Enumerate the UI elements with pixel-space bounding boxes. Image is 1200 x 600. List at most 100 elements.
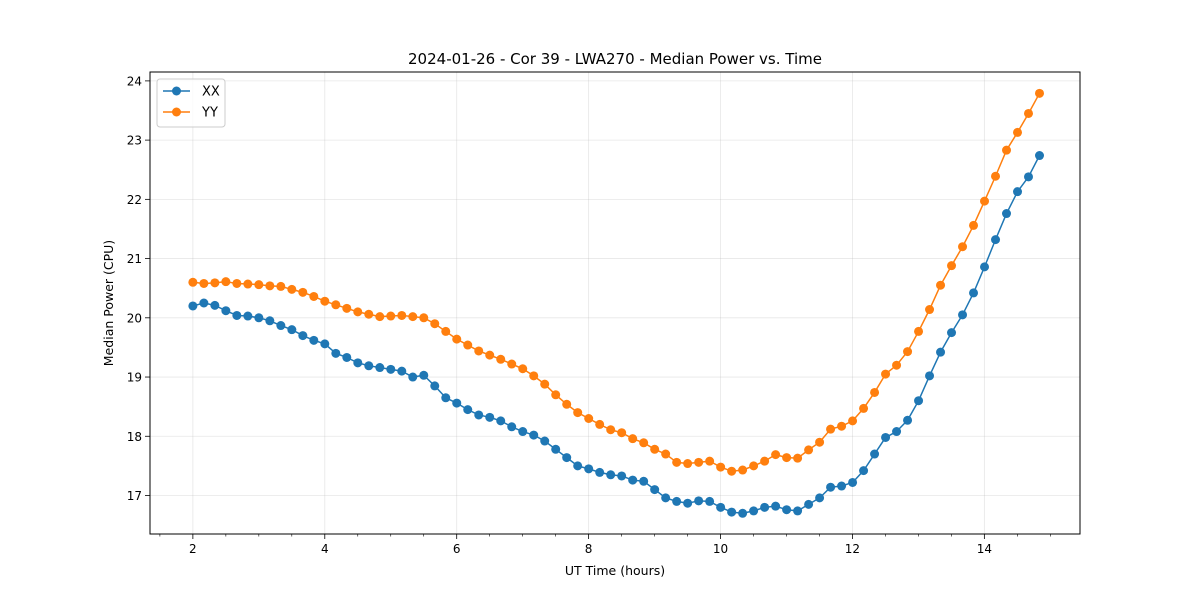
y-tick-label: 23 (127, 134, 142, 148)
data-point-yy (243, 279, 253, 289)
data-point-xx (441, 393, 451, 403)
data-point-xx (958, 310, 968, 320)
y-tick-label: 18 (127, 430, 142, 444)
data-point-xx (980, 262, 990, 272)
data-point-yy (507, 359, 517, 369)
data-point-yy (628, 434, 638, 444)
data-point-yy (210, 278, 220, 288)
data-point-yy (485, 350, 495, 360)
data-point-xx (1024, 172, 1033, 182)
data-point-yy (980, 196, 990, 206)
data-point-yy (276, 281, 286, 291)
data-point-xx (1035, 151, 1044, 161)
data-point-xx (947, 328, 957, 338)
data-point-yy (705, 456, 715, 466)
y-axis-ticks: 17 18 19 20 21 22 23 24 (127, 74, 150, 503)
data-point-xx (617, 471, 627, 481)
data-point-xx (771, 501, 781, 511)
data-point-xx (210, 300, 220, 310)
data-point-xx (925, 371, 935, 381)
y-tick-label: 19 (127, 371, 142, 385)
data-point-xx (562, 453, 572, 463)
data-point-xx (573, 461, 583, 471)
data-point-yy (320, 296, 330, 306)
data-point-xx (936, 347, 946, 357)
y-tick-label: 21 (127, 252, 142, 266)
data-point-yy (254, 280, 264, 290)
y-axis-label: Median Power (CPU) (101, 240, 116, 366)
data-point-yy (617, 428, 627, 438)
legend: XX YY (156, 78, 226, 128)
data-point-xx (694, 496, 704, 506)
x-tick-label: 8 (585, 542, 593, 556)
data-point-xx (342, 352, 352, 362)
data-point-yy (419, 313, 429, 323)
data-point-yy (562, 399, 572, 409)
data-point-yy (188, 277, 198, 287)
data-point-yy (848, 416, 858, 426)
data-point-yy (881, 369, 891, 379)
data-point-yy (1035, 88, 1044, 98)
data-point-yy (573, 408, 583, 418)
data-point-xx (364, 361, 374, 371)
data-point-xx (474, 410, 484, 420)
legend-marker-yy (172, 107, 181, 117)
data-point-xx (881, 432, 891, 442)
data-point-xx (265, 316, 275, 326)
data-point-xx (705, 496, 715, 506)
data-point-xx (1013, 187, 1023, 197)
data-point-xx (551, 444, 561, 454)
data-point-xx (826, 482, 836, 492)
y-tick-label: 24 (127, 74, 142, 88)
data-point-yy (452, 334, 462, 344)
data-point-xx (518, 427, 528, 437)
data-point-xx (793, 506, 803, 516)
data-point-xx (903, 415, 913, 425)
data-point-yy (727, 466, 737, 476)
data-point-yy (683, 459, 693, 469)
y-tick-label: 22 (127, 193, 142, 207)
data-point-xx (430, 381, 440, 391)
data-point-yy (1002, 145, 1012, 155)
data-point-yy (892, 360, 902, 370)
legend-label-yy: YY (201, 106, 218, 121)
data-point-xx (408, 372, 418, 382)
data-point-yy (441, 326, 451, 336)
data-point-yy (782, 453, 792, 463)
data-point-xx (485, 412, 495, 422)
data-point-xx (672, 496, 682, 506)
data-point-xx (584, 464, 594, 474)
data-point-xx (727, 507, 737, 517)
data-point-yy (408, 312, 418, 322)
data-point-xx (298, 331, 308, 341)
data-point-xx (463, 405, 473, 415)
data-point-xx (1002, 209, 1012, 219)
data-point-yy (463, 340, 473, 350)
data-point-xx (496, 416, 506, 426)
x-tick-label: 4 (321, 542, 329, 556)
data-point-xx (804, 499, 814, 509)
y-tick-label: 17 (127, 489, 142, 503)
data-point-xx (199, 298, 209, 308)
data-point-xx (837, 481, 847, 491)
legend-label-xx: XX (202, 85, 220, 100)
data-point-yy (529, 371, 539, 381)
series-xx (188, 151, 1044, 518)
data-point-yy (595, 419, 605, 429)
data-point-yy (386, 311, 396, 321)
data-point-yy (969, 220, 979, 230)
data-point-yy (837, 421, 847, 431)
data-point-xx (188, 301, 198, 311)
data-point-yy (639, 438, 649, 448)
data-point-yy (914, 326, 924, 336)
data-point-yy (1024, 108, 1033, 118)
data-point-xx (331, 348, 341, 358)
plot-frame (149, 71, 1081, 535)
series-yy (188, 88, 1044, 476)
data-point-xx (650, 485, 660, 495)
data-point-xx (287, 325, 297, 335)
data-point-yy (309, 291, 319, 301)
data-point-xx (716, 502, 726, 512)
data-point-yy (287, 284, 297, 294)
data-point-yy (342, 303, 352, 313)
